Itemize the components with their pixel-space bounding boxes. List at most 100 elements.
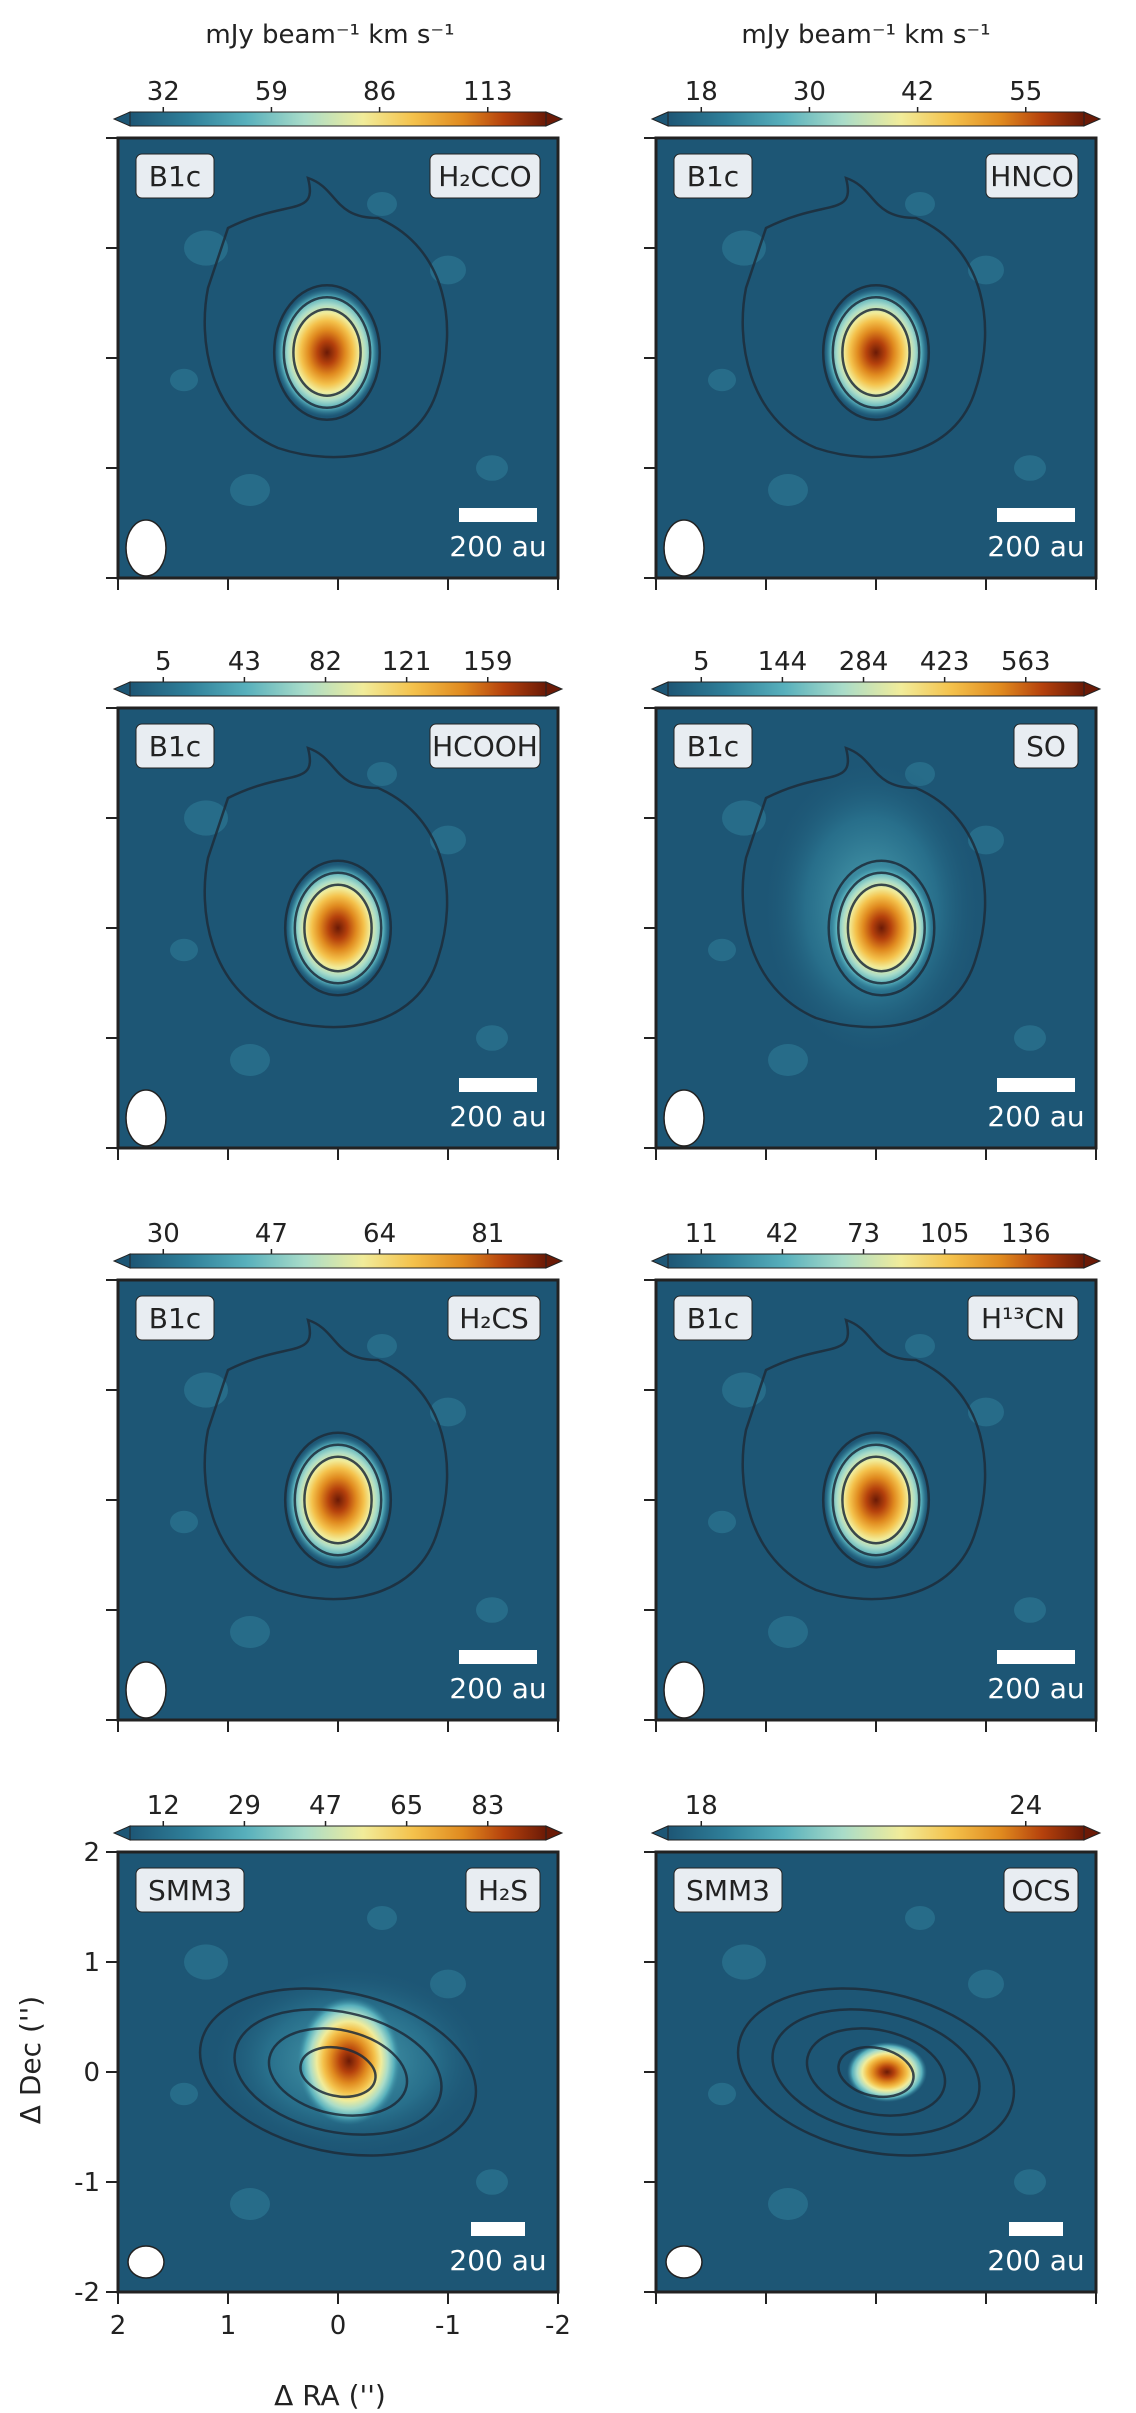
svg-text:HCOOH: HCOOH [432,730,538,763]
colorbar-max-arrow [545,681,564,697]
noise-patch [184,1372,228,1408]
svg-text:SMM3: SMM3 [686,1874,770,1907]
colorbar-tick-label: 24 [1009,1791,1042,1821]
x-tick-label: 1 [220,2311,237,2341]
colorbar-max-arrow [1083,681,1102,697]
noise-patch [768,1616,808,1648]
colorbar [667,1253,1085,1269]
noise-patch [367,192,397,216]
molecule-label: SO [1013,723,1079,769]
y-tick-label: -1 [74,2168,100,2198]
noise-patch [476,455,508,481]
emission-peak [824,1436,928,1564]
scale-bar-label: 200 au [987,2244,1084,2277]
continuum-contour [293,1443,383,1557]
panel-2: 18 30 42 55 200 au B1c HNCO [644,77,1102,590]
panel-4: 5 144 284 423 563 200 au B1c SO [644,647,1102,1160]
continuum-contour [203,746,449,1029]
scale-bar-label: 200 au [987,1100,1084,1133]
emission-peak [286,864,390,992]
colorbar-min-arrow [650,1825,669,1841]
noise-patch [905,192,935,216]
noise-patch [905,1906,935,1930]
beam-ellipse [663,1661,705,1719]
noise-patch [1014,1597,1046,1623]
x-tick-label: -1 [435,2311,461,2341]
continuum-contour [282,296,372,409]
svg-text:B1c: B1c [149,730,201,763]
continuum-contour [283,1431,393,1569]
svg-text:B1c: B1c [687,160,739,193]
noise-patch [708,1510,736,1534]
noise-patch [708,2082,736,2106]
y-axis-label: Δ Dec ('') [14,1996,47,2124]
molecule-label: H¹³CN [967,1295,1079,1341]
colorbar-tick-label: 284 [839,647,889,677]
scale-bar-label: 200 au [449,530,546,563]
noise-patch [968,1969,1004,1999]
noise-patch [768,474,808,506]
colorbar [129,1825,547,1841]
colorbar-tick-label: 11 [685,1219,718,1249]
colorbar-tick-label: 81 [471,1219,504,1249]
noise-patch [184,230,228,266]
continuum-contour [846,883,917,973]
colorbar-tick-label: 5 [155,647,172,677]
svg-text:OCS: OCS [1011,1874,1070,1907]
svg-text:B1c: B1c [687,730,739,763]
continuum-contour [741,1318,987,1601]
colorbar-tick-label: 12 [147,1791,180,1821]
colorbar-min-arrow [112,681,131,697]
emission-peak [275,288,379,417]
continuum-contour [841,1455,911,1545]
continuum-contour [203,1318,449,1601]
noise-patch [170,1510,198,1534]
y-tick-label: 2 [83,1838,100,1868]
colorbar [667,681,1085,697]
emission-map: 200 au [118,1852,558,2292]
beam-ellipse [663,1089,705,1147]
scale-bar-label: 200 au [449,1672,546,1705]
panel-3: 5 43 82 121 159 200 au B1c HCOOH [106,647,564,1160]
colorbar-max-arrow [545,1825,564,1841]
noise-patch [1014,2169,1046,2195]
continuum-contour [267,2027,409,2117]
colorbar-max-arrow [545,1253,564,1269]
noise-patch [430,825,466,855]
x-axis-label: Δ RA ('') [274,2379,386,2412]
noise-patch [184,1944,228,1980]
emission-map: 200 au [118,1280,558,1720]
svg-text:H₂CCO: H₂CCO [438,160,531,193]
source-label: B1c [135,1295,215,1341]
continuum-contour [303,1455,373,1545]
continuum-contour [736,1987,1016,2157]
continuum-contour [741,746,987,1029]
colorbar-tick-label: 32 [147,77,180,107]
scale-bar-label: 200 au [987,530,1084,563]
continuum-contour [203,176,449,459]
noise-patch [722,230,766,266]
colorbar-min-arrow [112,111,131,127]
continuum-contour [292,308,362,397]
continuum-contour [805,2027,947,2117]
noise-patch [230,2188,270,2220]
colorbar [667,111,1085,127]
beam-ellipse [127,2245,165,2279]
noise-patch [722,800,766,836]
colorbar-tick-label: 86 [363,77,396,107]
source-label: B1c [673,723,753,769]
continuum-contour [821,1431,931,1569]
panel-7: 12 29 47 65 83 200 au SMM3 H₂S 2 -2 1 -1 0 0 -1 1 -2 2 [74,1791,571,2341]
noise-patch [430,1397,466,1427]
beam-ellipse [125,1661,167,1719]
beam-ellipse [125,1089,167,1147]
panel-8: 18 24 200 au SMM3 OCS [644,1791,1102,2304]
noise-patch [768,2188,808,2220]
colorbar-min-arrow [650,111,669,127]
noise-patch [1014,1025,1046,1051]
molecule-label: OCS [1003,1867,1079,1913]
scale-bar [459,1650,537,1664]
noise-patch [708,368,736,392]
continuum-contour [771,2008,981,2136]
